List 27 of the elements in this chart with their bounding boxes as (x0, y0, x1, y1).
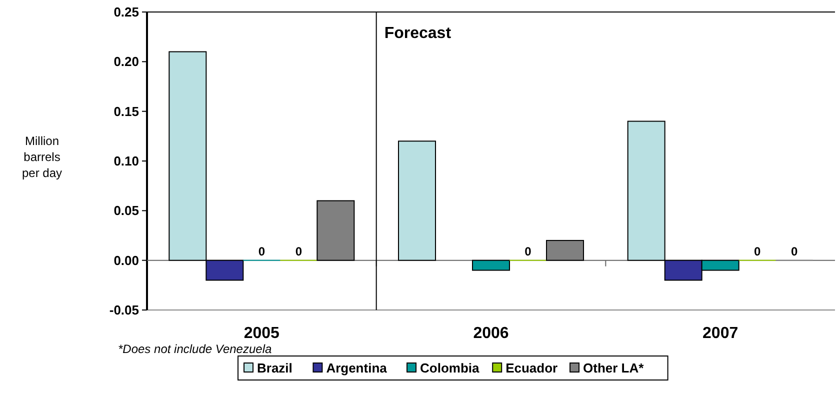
data-label: 0 (790, 244, 798, 258)
y-tick-label: -0.05 (109, 302, 139, 318)
x-tick-label: 2007 (702, 325, 738, 342)
bar (316, 200, 355, 261)
x-tick-label: 2006 (473, 325, 509, 342)
y-tick-label: 0.05 (114, 203, 139, 218)
ref-line-label: Forecast (384, 25, 452, 42)
bar (398, 140, 436, 261)
bar (546, 240, 584, 261)
y-axis-title: Million barrels per day (22, 134, 62, 180)
bar (472, 260, 510, 271)
y-tick-label: 0.20 (114, 54, 139, 70)
y-tick-label: 0.10 (114, 154, 139, 169)
legend-label: Other LA* (583, 360, 645, 376)
data-label: 0 (258, 244, 266, 258)
legend-label: Ecuador (506, 360, 558, 376)
legend-label: Argentina (326, 360, 388, 376)
legend-label: Colombia (420, 360, 480, 376)
y-tick-label: 0.15 (114, 104, 139, 119)
text: *Does not include Venezuela (118, 342, 272, 356)
data-label: 0 (754, 244, 761, 258)
data-label: 0 (524, 244, 532, 258)
y-tick-label: 0.25 (114, 4, 139, 20)
x-tick-label: 2005 (244, 325, 280, 342)
data-label: 0 (295, 244, 302, 258)
legend-label: Brazil (257, 360, 292, 376)
y-tick-label: 0.00 (114, 252, 139, 268)
